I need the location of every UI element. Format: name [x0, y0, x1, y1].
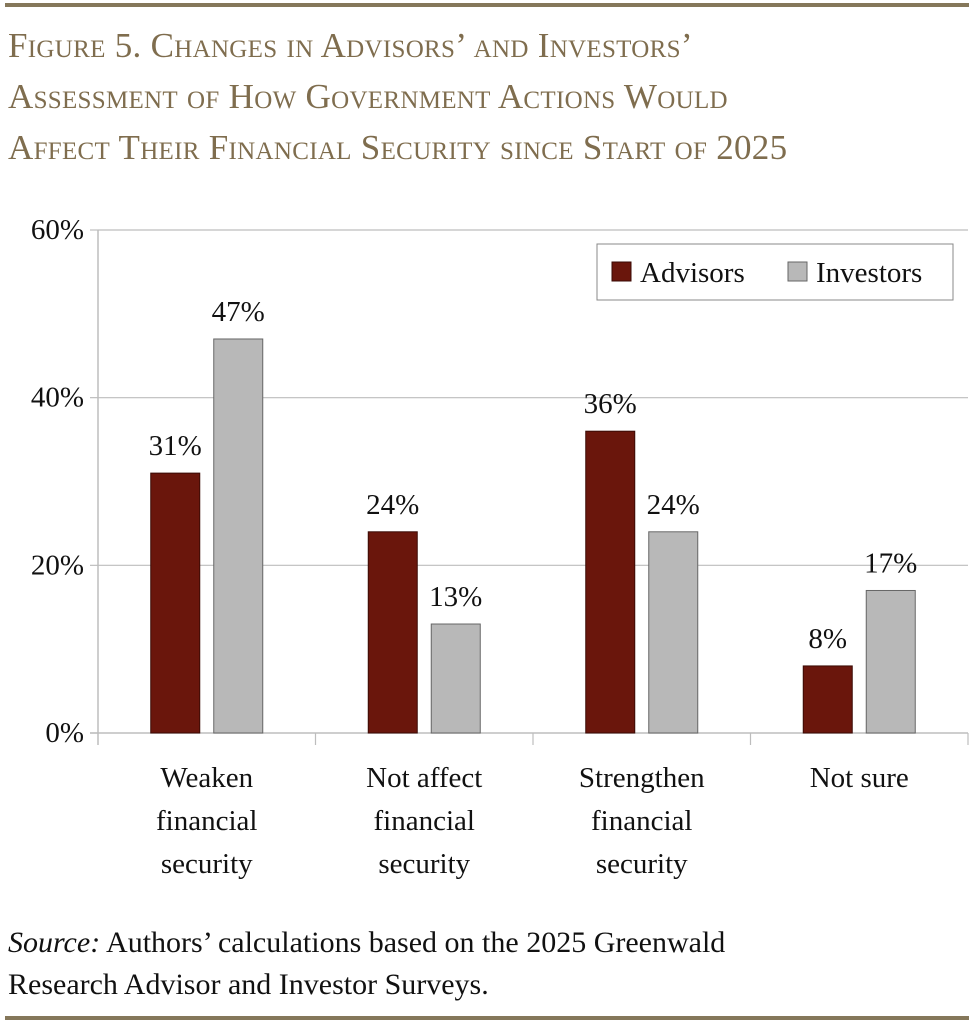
data-label: 13%	[429, 581, 482, 613]
source-text-2: Research Advisor and Investor Surveys.	[8, 968, 489, 1001]
source-note: Source: Authors’ calculations based on t…	[8, 922, 725, 1006]
source-text: Authors’ calculations based on the 2025 …	[100, 926, 726, 959]
data-label: 8%	[808, 623, 847, 655]
data-label: 36%	[584, 388, 637, 420]
x-tick-label: security	[596, 848, 688, 880]
data-label: 17%	[864, 547, 917, 579]
x-tick-label: security	[378, 848, 470, 880]
x-tick-label: financial	[591, 805, 692, 837]
bottom-rule	[5, 1016, 969, 1020]
data-label: 24%	[366, 489, 419, 521]
bar-advisors	[150, 472, 201, 734]
bar-investors	[865, 589, 916, 734]
legend-swatch-advisors	[611, 261, 632, 282]
chart-title: Figure 5. Changes in Advisors’ and Inves…	[8, 20, 974, 173]
bar-investors	[430, 623, 481, 734]
x-tick-label: Not affect	[366, 762, 482, 794]
legend-label: Investors	[816, 257, 922, 289]
y-tick-label: 40%	[31, 382, 84, 414]
data-label: 47%	[212, 296, 265, 328]
x-tick-label: Weaken	[160, 762, 253, 794]
x-tick-label: security	[161, 848, 253, 880]
bar-advisors	[585, 430, 636, 734]
data-label: 31%	[149, 430, 202, 462]
y-tick-label: 60%	[31, 214, 84, 246]
bar-advisors	[802, 665, 853, 734]
bar-advisors	[367, 531, 418, 734]
y-tick-label: 0%	[45, 717, 84, 749]
title-line: Figure 5. Changes in Advisors’ and Inves…	[8, 26, 693, 65]
bar-investors	[648, 531, 699, 734]
title-line: Affect Their Financial Security since St…	[8, 128, 788, 167]
data-label: 24%	[647, 489, 700, 521]
x-tick-label: Strengthen	[579, 762, 705, 794]
title-line: Assessment of How Government Actions Wou…	[8, 77, 728, 116]
top-rule	[5, 3, 969, 7]
x-tick-label: financial	[156, 805, 257, 837]
x-tick-label: financial	[374, 805, 475, 837]
y-tick-label: 20%	[31, 549, 84, 581]
x-tick-label: Not sure	[810, 762, 909, 794]
bar-investors	[213, 338, 264, 734]
legend-label: Advisors	[640, 257, 745, 289]
legend	[596, 243, 954, 301]
legend-swatch-investors	[787, 261, 808, 282]
source-label: Source:	[8, 926, 101, 959]
